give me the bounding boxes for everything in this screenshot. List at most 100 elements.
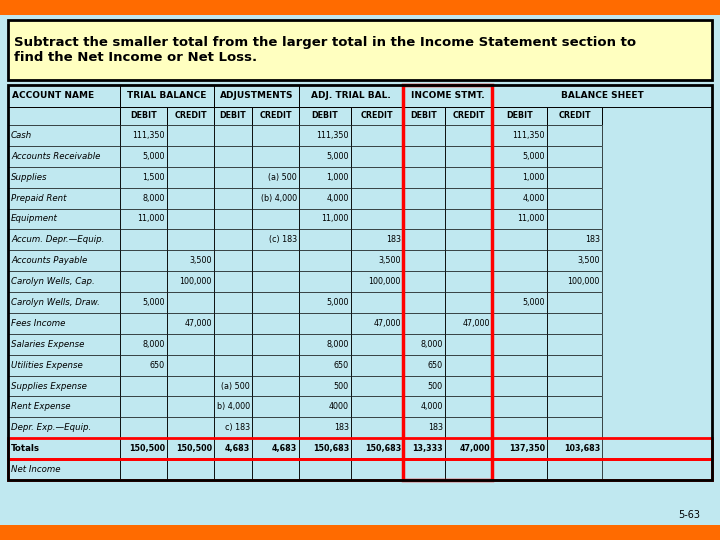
Bar — [351, 208, 403, 230]
Bar — [492, 107, 547, 125]
Bar — [403, 438, 445, 459]
Text: CREDIT: CREDIT — [259, 111, 292, 120]
Bar — [214, 271, 252, 292]
Text: 13,333: 13,333 — [413, 444, 443, 453]
Text: ACCOUNT NAME: ACCOUNT NAME — [12, 91, 94, 100]
Bar — [403, 208, 445, 230]
Bar — [351, 292, 403, 313]
Text: 47,000: 47,000 — [184, 319, 212, 328]
Bar — [492, 125, 547, 146]
Text: 183: 183 — [334, 423, 349, 433]
Bar — [120, 208, 167, 230]
Bar — [214, 146, 252, 167]
Bar — [492, 438, 547, 459]
Bar — [8, 271, 712, 292]
Bar — [445, 107, 492, 125]
Bar — [8, 125, 120, 146]
Bar — [403, 334, 445, 355]
Bar — [403, 292, 445, 313]
Text: CREDIT: CREDIT — [452, 111, 485, 120]
Bar — [214, 107, 252, 125]
Bar — [351, 417, 403, 438]
Bar — [252, 167, 299, 187]
Bar — [8, 167, 712, 187]
Bar — [547, 396, 602, 417]
Bar — [167, 355, 214, 376]
Bar — [8, 230, 712, 251]
Text: CREDIT: CREDIT — [558, 111, 591, 120]
Text: 3,500: 3,500 — [379, 256, 401, 265]
Text: 1,500: 1,500 — [143, 173, 165, 181]
Text: 5,000: 5,000 — [523, 152, 545, 161]
Text: 5,000: 5,000 — [326, 152, 349, 161]
Bar — [299, 167, 351, 187]
Bar — [8, 208, 712, 230]
Bar — [167, 146, 214, 167]
Bar — [547, 417, 602, 438]
Text: BALANCE SHEET: BALANCE SHEET — [561, 91, 644, 100]
Bar — [445, 230, 492, 251]
Bar — [167, 230, 214, 251]
Bar — [120, 146, 167, 167]
Bar — [403, 230, 445, 251]
Bar — [167, 187, 214, 208]
Bar — [403, 459, 445, 480]
Bar — [252, 125, 299, 146]
Bar — [547, 355, 602, 376]
Text: INCOME STMT.: INCOME STMT. — [410, 91, 485, 100]
Bar — [547, 146, 602, 167]
Bar — [8, 146, 712, 167]
Text: Supplies Expense: Supplies Expense — [11, 382, 87, 390]
Text: 137,350: 137,350 — [509, 444, 545, 453]
Text: 3,500: 3,500 — [577, 256, 600, 265]
Bar — [214, 292, 252, 313]
Bar — [547, 125, 602, 146]
Text: (c) 183: (c) 183 — [269, 235, 297, 245]
Text: 4,000: 4,000 — [420, 402, 443, 411]
Text: Accum. Depr.—Equip.: Accum. Depr.—Equip. — [11, 235, 104, 245]
Bar — [492, 230, 547, 251]
Bar — [8, 85, 712, 480]
Bar — [214, 459, 252, 480]
Bar — [8, 355, 120, 376]
Bar — [547, 271, 602, 292]
Text: (b) 4,000: (b) 4,000 — [261, 193, 297, 202]
Bar — [547, 187, 602, 208]
Bar — [403, 417, 445, 438]
Bar — [547, 208, 602, 230]
Bar — [299, 355, 351, 376]
Bar — [299, 459, 351, 480]
Bar — [492, 313, 547, 334]
Text: 100,000: 100,000 — [179, 277, 212, 286]
Bar — [351, 107, 403, 125]
Bar — [252, 187, 299, 208]
Bar — [403, 107, 445, 125]
Bar — [351, 376, 403, 396]
Text: 4,683: 4,683 — [271, 444, 297, 453]
Text: Accounts Receivable: Accounts Receivable — [11, 152, 100, 161]
Bar — [299, 230, 351, 251]
Bar — [403, 355, 445, 376]
Bar — [403, 251, 445, 271]
Text: Rent Expense: Rent Expense — [11, 402, 71, 411]
Bar — [492, 208, 547, 230]
Bar — [167, 396, 214, 417]
Bar — [299, 107, 351, 125]
Bar — [214, 230, 252, 251]
Text: DEBIT: DEBIT — [220, 111, 246, 120]
Text: 111,350: 111,350 — [132, 131, 165, 140]
Text: 1,000: 1,000 — [327, 173, 349, 181]
Bar — [167, 292, 214, 313]
Bar — [8, 438, 712, 459]
Bar — [8, 251, 712, 271]
Text: 47,000: 47,000 — [374, 319, 401, 328]
Text: DEBIT: DEBIT — [506, 111, 533, 120]
Text: Supplies: Supplies — [11, 173, 48, 181]
Bar — [8, 438, 712, 459]
Text: 650: 650 — [428, 361, 443, 370]
Bar — [547, 376, 602, 396]
Bar — [547, 459, 602, 480]
Text: Salaries Expense: Salaries Expense — [11, 340, 84, 349]
Text: DEBIT: DEBIT — [130, 111, 157, 120]
Bar — [8, 396, 120, 417]
